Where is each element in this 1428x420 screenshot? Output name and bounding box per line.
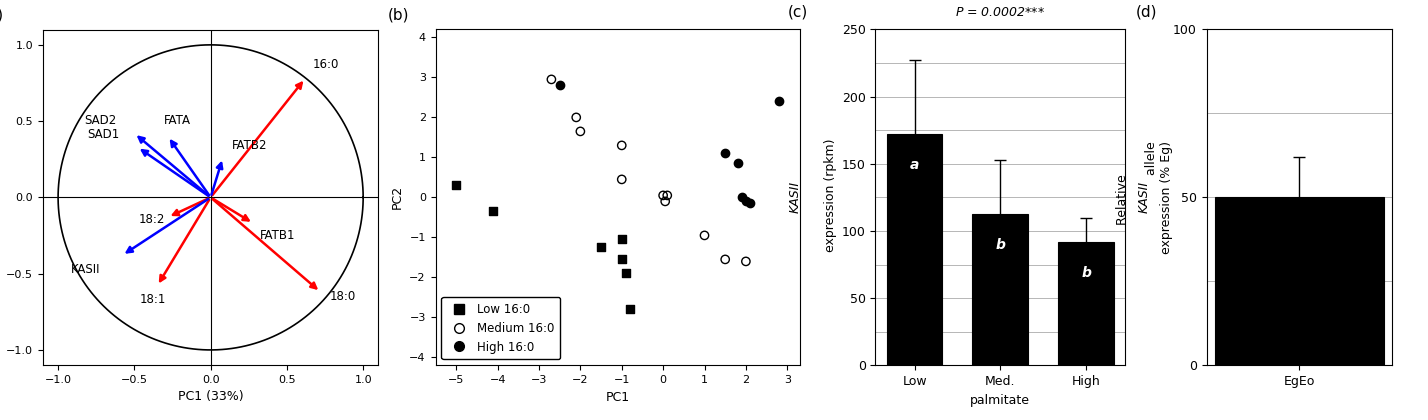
Point — [540, 76, 563, 83]
Text: a: a — [910, 158, 920, 173]
Point — [610, 236, 633, 243]
Point — [734, 258, 757, 265]
Point — [727, 160, 750, 167]
Point — [730, 194, 753, 201]
Text: SAD2: SAD2 — [84, 114, 116, 127]
Point — [610, 142, 633, 149]
Text: FATA: FATA — [164, 114, 190, 127]
Point — [614, 270, 637, 277]
X-axis label: PC1: PC1 — [605, 391, 630, 404]
Text: $P$ = 0.0002***: $P$ = 0.0002*** — [955, 6, 1045, 19]
Point — [590, 244, 613, 251]
X-axis label: palmitate: palmitate — [970, 394, 1031, 407]
Point — [693, 232, 715, 239]
Text: KASII: KASII — [1138, 181, 1151, 213]
Bar — [972, 213, 1028, 365]
Text: b: b — [1081, 266, 1091, 280]
Text: (d): (d) — [1137, 4, 1158, 19]
Text: KASII: KASII — [788, 181, 803, 213]
Point — [738, 200, 761, 207]
Text: (b): (b) — [388, 8, 410, 23]
Text: expression (rpkm): expression (rpkm) — [824, 139, 837, 256]
X-axis label: PC1 (33%): PC1 (33%) — [178, 391, 243, 404]
Point — [483, 208, 506, 215]
Bar — [1215, 197, 1384, 365]
Point — [610, 176, 633, 183]
Bar — [887, 134, 942, 365]
Text: Relative: Relative — [1115, 170, 1128, 225]
Point — [618, 306, 641, 313]
Point — [714, 150, 737, 157]
Point — [714, 256, 737, 263]
Point — [768, 98, 791, 105]
Point — [651, 192, 674, 199]
Text: 18:1: 18:1 — [140, 294, 166, 307]
Text: FATB2: FATB2 — [231, 139, 267, 152]
Point — [734, 198, 757, 205]
Text: (c): (c) — [788, 4, 808, 19]
Point — [548, 82, 571, 89]
Point — [565, 114, 588, 121]
Point — [444, 182, 467, 189]
Text: 18:2: 18:2 — [139, 213, 164, 226]
Point — [655, 192, 678, 199]
Text: KASII: KASII — [71, 263, 101, 276]
Text: b: b — [995, 238, 1005, 252]
Text: SAD1: SAD1 — [87, 128, 119, 141]
Point — [568, 128, 591, 135]
Y-axis label: PC2: PC2 — [391, 185, 404, 210]
Legend: Low 16:0, Medium 16:0, High 16:0: Low 16:0, Medium 16:0, High 16:0 — [441, 297, 560, 360]
Text: allele
expression (% Eg): allele expression (% Eg) — [1145, 141, 1174, 254]
Text: FATB1: FATB1 — [260, 229, 296, 242]
Text: 16:0: 16:0 — [313, 58, 340, 71]
Text: 18:0: 18:0 — [330, 290, 356, 303]
Bar — [1058, 242, 1114, 365]
Text: (a): (a) — [0, 8, 3, 23]
Point — [654, 198, 677, 205]
Point — [610, 256, 633, 263]
